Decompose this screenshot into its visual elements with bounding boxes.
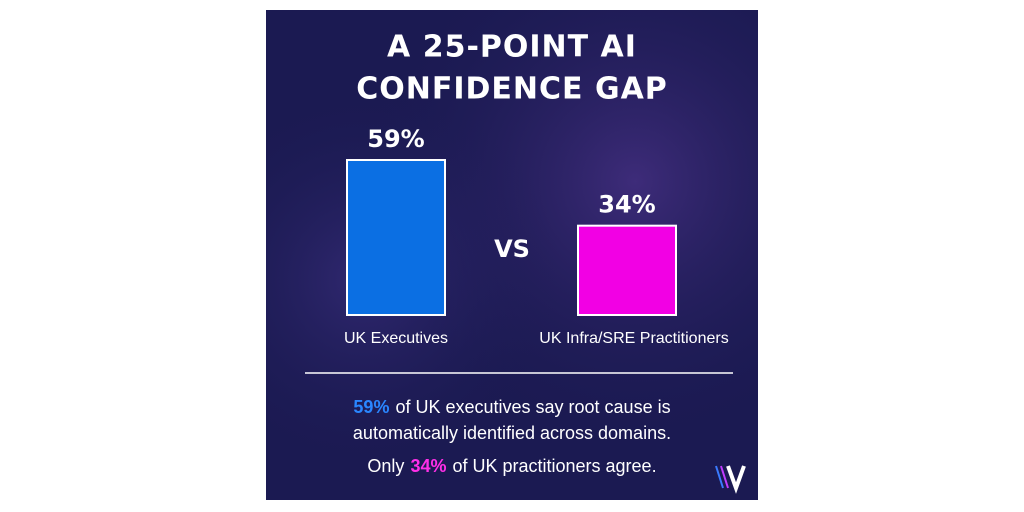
- logo: [715, 465, 746, 494]
- value-label: 34%: [598, 191, 655, 219]
- footer-text: of UK executives say root cause is: [395, 397, 670, 417]
- footer-line: 59% of UK executives say root cause is: [353, 397, 670, 417]
- highlight: 59%: [353, 397, 389, 417]
- bar: [346, 159, 446, 316]
- category-label: UK Infra/SRE Practitioners: [539, 330, 728, 347]
- highlight: 34%: [410, 456, 446, 476]
- category-label: UK Executives: [344, 330, 448, 347]
- title-line: CONFIDENCE GAP: [356, 72, 668, 107]
- footer-line: automatically identified across domains.: [353, 423, 671, 443]
- value-label: 59%: [367, 125, 424, 153]
- footer-text: Only: [367, 456, 404, 476]
- versus: VS: [494, 235, 530, 263]
- bar: [577, 224, 677, 316]
- title-line: A 25-POINT AI: [387, 30, 637, 65]
- footer-text: of UK practitioners agree.: [452, 456, 656, 476]
- footer-line: Only 34% of UK practitioners agree.: [367, 456, 656, 476]
